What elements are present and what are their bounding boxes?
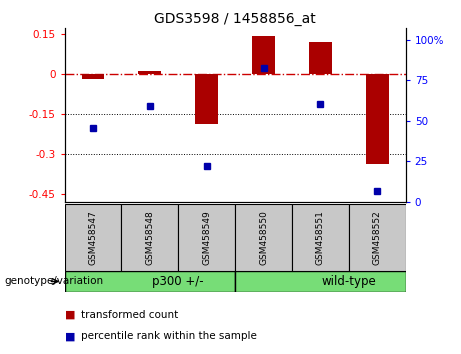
Text: wild-type: wild-type — [321, 275, 376, 288]
Bar — [366, 74, 389, 164]
Bar — [195, 74, 218, 124]
Bar — [235, 271, 406, 292]
Text: percentile rank within the sample: percentile rank within the sample — [81, 331, 257, 341]
Bar — [349, 204, 406, 271]
Text: GSM458548: GSM458548 — [145, 210, 154, 264]
Text: ■: ■ — [65, 331, 75, 341]
Text: GSM458552: GSM458552 — [373, 210, 382, 264]
Bar — [235, 204, 292, 271]
Bar — [65, 271, 235, 292]
Bar — [121, 204, 178, 271]
Text: p300 +/-: p300 +/- — [153, 275, 204, 288]
Bar — [292, 204, 349, 271]
Bar — [309, 42, 332, 74]
Text: GSM458550: GSM458550 — [259, 210, 268, 265]
Bar — [138, 71, 161, 74]
Text: GSM458547: GSM458547 — [89, 210, 97, 264]
Bar — [65, 204, 121, 271]
Text: GSM458549: GSM458549 — [202, 210, 211, 264]
Text: genotype/variation: genotype/variation — [5, 276, 104, 286]
Text: ■: ■ — [65, 310, 75, 320]
Bar — [82, 74, 104, 79]
Bar — [252, 36, 275, 74]
Text: GSM458551: GSM458551 — [316, 210, 325, 265]
Title: GDS3598 / 1458856_at: GDS3598 / 1458856_at — [154, 12, 316, 26]
Bar — [178, 204, 235, 271]
Text: transformed count: transformed count — [81, 310, 178, 320]
